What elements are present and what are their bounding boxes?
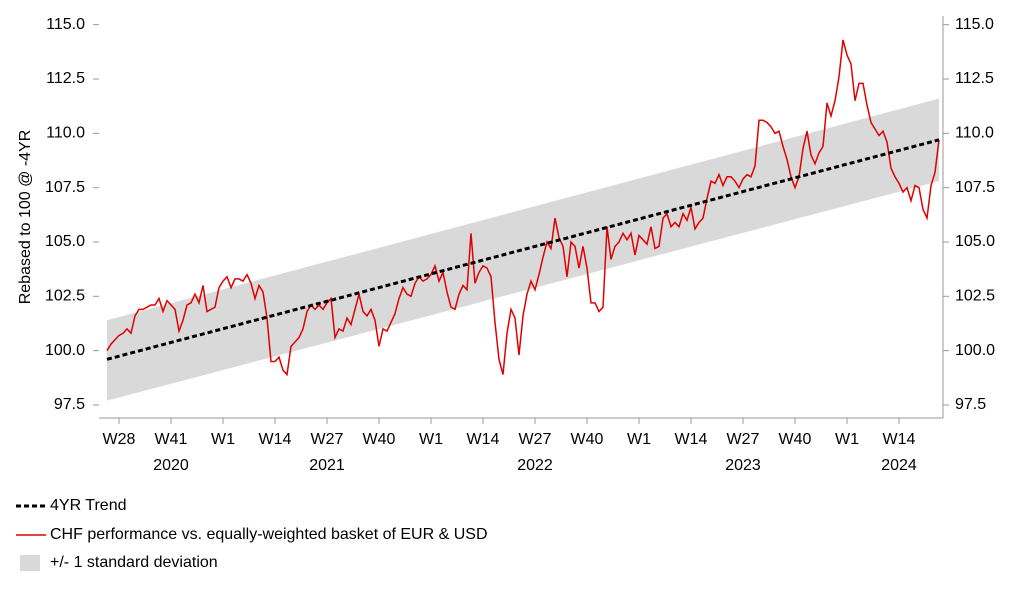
y2-tick-label: 102.5 xyxy=(955,288,995,305)
series-line xyxy=(106,39,940,377)
y2-tick-label: 112.5 xyxy=(955,70,994,87)
year-label: 2022 xyxy=(517,457,553,474)
x-tick-label: W1 xyxy=(627,431,651,448)
x-tick-label: W40 xyxy=(571,431,604,448)
y-tick-label: 107.5 xyxy=(45,179,85,196)
year-label: 2023 xyxy=(725,457,761,474)
legend-label: 4YR Trend xyxy=(50,497,126,514)
x-tick-label: W1 xyxy=(211,431,235,448)
x-tick-label: W40 xyxy=(779,431,812,448)
y-tick-label: 102.5 xyxy=(45,288,85,305)
x-tick-label: W40 xyxy=(363,431,396,448)
x-tick-label: W1 xyxy=(419,431,443,448)
x-tick-label: W1 xyxy=(835,431,859,448)
legend-label: CHF performance vs. equally-weighted bas… xyxy=(50,526,488,543)
std-dev-band xyxy=(107,98,939,401)
x-tick-label: W27 xyxy=(311,431,344,448)
x-tick-label: W14 xyxy=(467,431,500,448)
x-tick-label: W41 xyxy=(155,431,188,448)
y-tick-label: 97.5 xyxy=(54,396,85,413)
y-tick-label: 112.5 xyxy=(46,70,85,87)
x-tick-label: W14 xyxy=(675,431,708,448)
legend-label: +/- 1 standard deviation xyxy=(50,554,218,571)
y-tick-label: 110.0 xyxy=(46,125,85,142)
y-axis-label: Rebased to 100 @ -4YR xyxy=(17,130,34,305)
x-tick-label: W14 xyxy=(883,431,916,448)
year-label: 2020 xyxy=(153,457,189,474)
y2-tick-label: 110.0 xyxy=(955,125,994,142)
x-tick-label: W27 xyxy=(519,431,552,448)
legend-swatch xyxy=(20,555,40,571)
y2-tick-label: 107.5 xyxy=(955,179,995,196)
x-tick-label: W28 xyxy=(103,431,136,448)
y2-tick-label: 105.0 xyxy=(955,233,995,250)
y2-tick-label: 100.0 xyxy=(955,342,995,359)
y-tick-label: 100.0 xyxy=(45,342,85,359)
x-tick-label: W14 xyxy=(259,431,292,448)
y2-tick-label: 97.5 xyxy=(955,396,986,413)
year-label: 2021 xyxy=(309,457,345,474)
y2-tick-label: 115.0 xyxy=(955,16,994,33)
year-label: 2024 xyxy=(881,457,917,474)
y-tick-label: 105.0 xyxy=(45,233,85,250)
y-tick-label: 115.0 xyxy=(46,16,85,33)
x-tick-label: W27 xyxy=(727,431,760,448)
